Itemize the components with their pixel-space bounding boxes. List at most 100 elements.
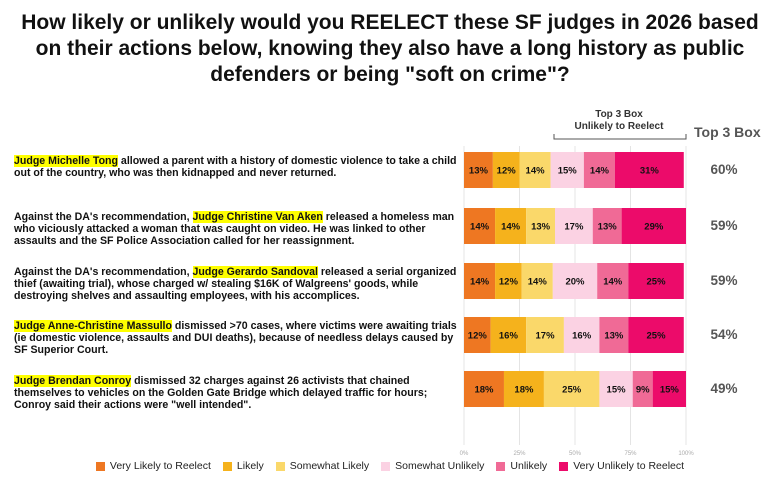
bar-segment — [552, 263, 598, 299]
top3-value: 49% — [710, 381, 737, 396]
judge-name-5: Judge Brendan Conroy — [14, 375, 132, 387]
data-label: 16% — [499, 331, 519, 342]
judge-name-1: Judge Michelle Tong — [14, 155, 118, 167]
legend-swatch — [559, 461, 569, 471]
legend-label: Somewhat Likely — [289, 460, 370, 472]
bar-segment — [519, 152, 551, 188]
data-label: 13% — [598, 222, 618, 233]
data-label: 13% — [531, 222, 551, 233]
x-tick-label: 100% — [678, 451, 694, 457]
top3-value: 60% — [710, 162, 737, 177]
question-text-5: Judge Brendan Conroy dismissed 32 charge… — [14, 375, 428, 412]
data-label: 12% — [499, 277, 519, 288]
bar-segment — [495, 263, 522, 299]
bar-segment — [592, 208, 622, 244]
top3-value: 59% — [710, 218, 737, 233]
chart-legend: Very Likely to Reelect Likely Somewhat Lik… — [0, 460, 780, 472]
bar-segment — [526, 208, 556, 244]
bar-segment — [632, 371, 653, 407]
bar-segment — [464, 317, 491, 353]
data-label: 25% — [562, 385, 582, 396]
data-label: 14% — [470, 277, 490, 288]
bar-segment — [492, 152, 520, 188]
data-label: 14% — [590, 166, 610, 177]
legend-item: Likely — [222, 460, 264, 472]
legend-label: Very Unlikely to Reelect — [573, 460, 685, 472]
x-tick-label: 75% — [624, 451, 637, 457]
judge-name-4: Judge Anne-Christine Massullo — [14, 320, 172, 332]
bracket-label: Top 3 Box Unlikely to Reelect — [574, 109, 664, 132]
bar-segment — [464, 263, 496, 299]
bar-segment — [526, 317, 564, 353]
bar-segment — [555, 208, 593, 244]
data-label: 17% — [536, 331, 556, 342]
chart-title: How likely or unlikely would you REELECT… — [21, 11, 759, 86]
data-label: 25% — [647, 331, 667, 342]
bar-segment — [464, 371, 504, 407]
legend-swatch — [222, 461, 232, 471]
bar-segment — [495, 208, 527, 244]
data-label: 18% — [474, 385, 494, 396]
question-text-2: Against the DA's recommendation, Judge C… — [14, 211, 455, 248]
legend-swatch — [381, 461, 391, 471]
question-text-4: Judge Anne-Christine Massullo dismissed … — [14, 320, 457, 357]
data-label: 14% — [470, 222, 490, 233]
bar-segment — [599, 371, 633, 407]
bracket — [553, 134, 687, 140]
legend-label: Somewhat Unlikely — [395, 460, 485, 472]
legend-label: Likely — [236, 460, 264, 472]
bar-segment — [490, 317, 527, 353]
x-tick-label: 25% — [513, 451, 526, 457]
data-label: 13% — [604, 331, 624, 342]
legend-item: Unlikely — [496, 460, 547, 472]
bar-segment — [597, 263, 629, 299]
x-tick-label: 0% — [460, 451, 469, 457]
bar-segment — [614, 152, 684, 188]
data-label: 25% — [647, 277, 667, 288]
data-label: 12% — [497, 166, 517, 177]
bar-segment — [652, 371, 686, 407]
data-label: 20% — [565, 277, 585, 288]
legend-swatch — [275, 461, 285, 471]
top3-value: 59% — [710, 273, 737, 288]
x-tick-label: 50% — [569, 451, 582, 457]
data-label: 13% — [469, 166, 489, 177]
data-label: 29% — [644, 222, 664, 233]
bar-segment — [628, 263, 684, 299]
bar-segment — [521, 263, 553, 299]
legend-label: Very Likely to Reelect — [109, 460, 211, 472]
question-text-3: Against the DA's recommendation, Judge G… — [14, 266, 457, 303]
bar-segment — [583, 152, 615, 188]
judge-name-2: Judge Christine Van Aken — [192, 211, 323, 223]
data-label: 15% — [660, 385, 680, 396]
legend-item: Very Likely to Reelect — [95, 460, 211, 472]
data-label: 16% — [572, 331, 592, 342]
data-label: 31% — [640, 166, 660, 177]
data-label: 14% — [603, 277, 623, 288]
top3-value: 54% — [710, 327, 737, 342]
legend-item: Somewhat Likely — [275, 460, 370, 472]
data-label: 15% — [558, 166, 578, 177]
data-label: 14% — [501, 222, 521, 233]
data-label: 15% — [607, 385, 627, 396]
data-label: 14% — [526, 166, 546, 177]
bar-segment — [464, 152, 493, 188]
legend-swatch — [496, 461, 506, 471]
bar-segment — [621, 208, 686, 244]
legend-label: Unlikely — [510, 460, 548, 472]
legend-swatch — [95, 461, 105, 471]
bar-segment — [503, 371, 544, 407]
data-label: 17% — [564, 222, 584, 233]
legend-item: Somewhat Unlikely — [381, 460, 484, 472]
bar-segment — [464, 208, 496, 244]
question-text-1: Judge Michelle Tong allowed a parent wit… — [14, 155, 457, 180]
data-label: 18% — [514, 385, 534, 396]
bar-segment — [550, 152, 584, 188]
judge-name-3: Judge Gerardo Sandoval — [192, 266, 318, 278]
bar-segment — [599, 317, 629, 353]
bar-segment — [628, 317, 684, 353]
data-label: 12% — [468, 331, 488, 342]
top3-column-header: Top 3 Box — [694, 124, 761, 140]
legend-item: Very Unlikely to Reelect — [559, 460, 684, 472]
